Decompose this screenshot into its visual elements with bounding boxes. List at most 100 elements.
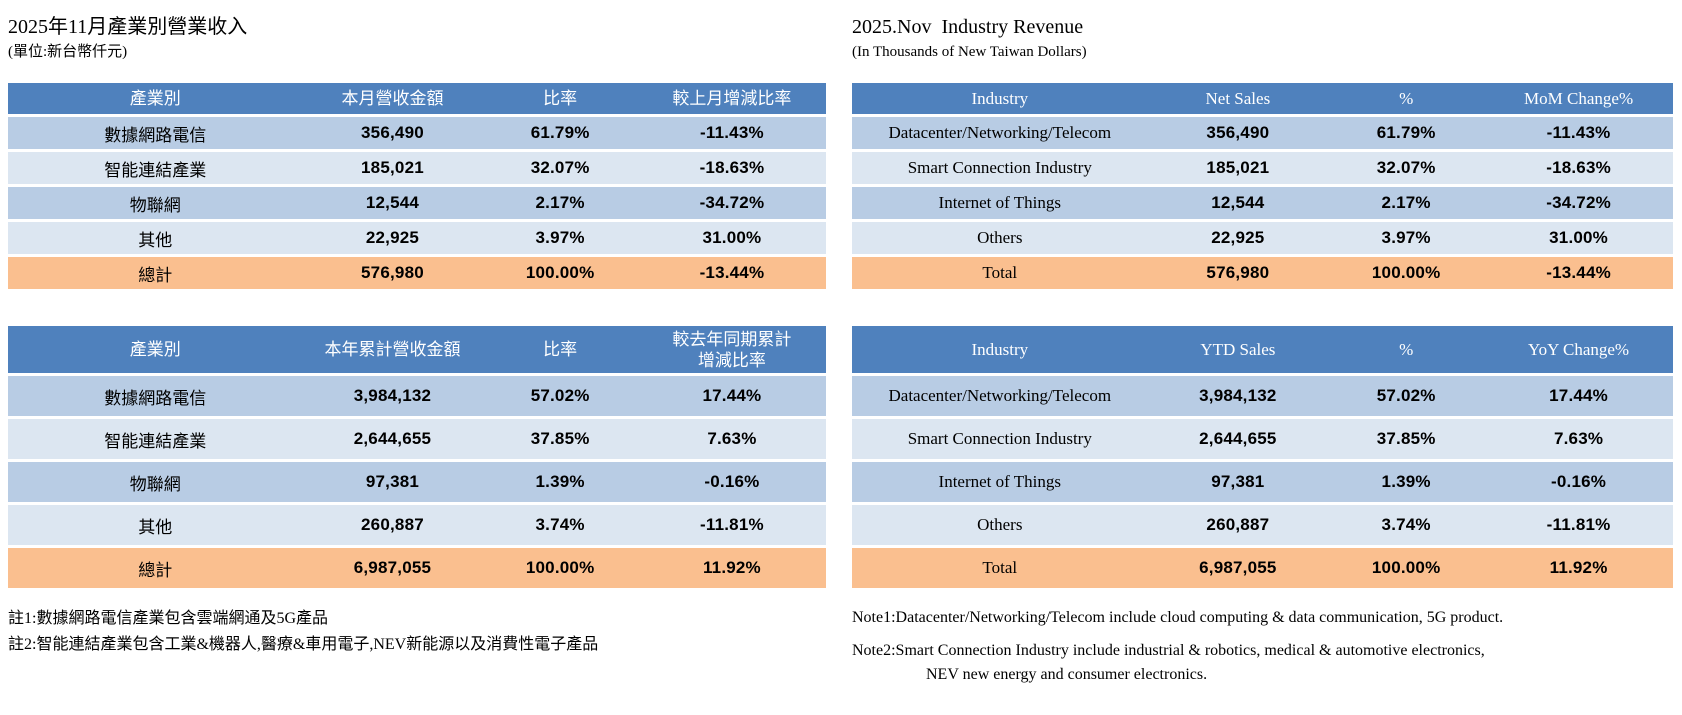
industry-cell: 物聯網	[8, 184, 303, 221]
total-row: Total 6,987,055 100.00% 11.92%	[852, 545, 1673, 588]
change-cell: 17.44%	[637, 373, 826, 418]
industry-cell: 其他	[8, 502, 303, 547]
change-cell: 31.00%	[637, 219, 826, 256]
sales-cell: 12,544	[1147, 184, 1329, 221]
sales-cell: 97,381	[302, 459, 483, 504]
footnotes-en: Note1:Datacenter/Networking/Telecom incl…	[852, 606, 1673, 687]
sales-cell: 2,644,655	[302, 416, 483, 461]
industry-cell: Datacenter/Networking/Telecom	[852, 373, 1148, 418]
monthly-table-zh: 產業別 本月營收金額 比率 較上月增減比率 數據網路電信 356,490 61.…	[8, 83, 826, 289]
total-row: Total 576,980 100.00% -13.44%	[852, 254, 1673, 289]
column-header: YoY Change%	[1484, 326, 1673, 375]
percent-cell: 61.79%	[482, 114, 638, 151]
sales-cell: 185,021	[1147, 149, 1329, 186]
column-header: Net Sales	[1147, 83, 1329, 116]
table-row: 智能連結產業 2,644,655 37.85% 7.63%	[8, 416, 826, 461]
sales-cell: 97,381	[1147, 459, 1329, 504]
english-section: 2025.Nov Industry Revenue (In Thousands …	[852, 12, 1673, 696]
total-label-cell: 總計	[8, 254, 303, 289]
change-cell: -18.63%	[1484, 149, 1673, 186]
page-subtitle-en: (In Thousands of New Taiwan Dollars)	[852, 44, 1087, 60]
table-row: 數據網路電信 356,490 61.79% -11.43%	[8, 114, 826, 151]
page-title-en: 2025.Nov Industry Revenue	[852, 16, 1084, 38]
table-row: Datacenter/Networking/Telecom 356,490 61…	[852, 114, 1673, 151]
sales-cell: 185,021	[302, 149, 483, 186]
column-header: 本年累計營收金額	[302, 326, 483, 375]
column-header: MoM Change%	[1484, 83, 1673, 116]
sales-cell: 356,490	[1147, 114, 1329, 151]
percent-cell: 3.97%	[1328, 219, 1485, 256]
sales-cell: 576,980	[302, 254, 483, 289]
industry-cell: Smart Connection Industry	[852, 416, 1148, 461]
change-cell: 7.63%	[637, 416, 826, 461]
table-row: Others 22,925 3.97% 31.00%	[852, 219, 1673, 256]
column-header: %	[1328, 326, 1485, 375]
percent-cell: 61.79%	[1328, 114, 1485, 151]
industry-cell: Internet of Things	[852, 184, 1148, 221]
table-row: Smart Connection Industry 185,021 32.07%…	[852, 149, 1673, 186]
industry-cell: Internet of Things	[852, 459, 1148, 504]
table-row: Others 260,887 3.74% -11.81%	[852, 502, 1673, 547]
table-row: Internet of Things 12,544 2.17% -34.72%	[852, 184, 1673, 221]
percent-cell: 3.74%	[482, 502, 638, 547]
table-row: 智能連結產業 185,021 32.07% -18.63%	[8, 149, 826, 186]
sales-cell: 576,980	[1147, 254, 1329, 289]
percent-cell: 2.17%	[482, 184, 638, 221]
table-row: 其他 260,887 3.74% -11.81%	[8, 502, 826, 547]
footnotes-zh: 註1:數據網路電信產業包含雲端網通及5G產品 註2:智能連結產業包含工業&機器人…	[8, 606, 826, 658]
change-cell: -18.63%	[637, 149, 826, 186]
change-cell: -34.72%	[1484, 184, 1673, 221]
industry-cell: 智能連結產業	[8, 149, 303, 186]
total-row: 總計 6,987,055 100.00% 11.92%	[8, 545, 826, 588]
percent-cell: 3.74%	[1328, 502, 1485, 547]
column-header: 比率	[482, 326, 638, 375]
column-header: 產業別	[8, 83, 303, 116]
table-row: 物聯網 97,381 1.39% -0.16%	[8, 459, 826, 504]
column-header: 較去年同期累計 增減比率	[637, 326, 826, 375]
total-label-cell: Total	[852, 254, 1148, 289]
chinese-section: 2025年11月產業別營業收入 (單位:新台幣仟元) 產業別 本月營收金額 比率…	[8, 12, 826, 696]
sales-cell: 356,490	[302, 114, 483, 151]
change-cell: -11.81%	[637, 502, 826, 547]
column-header: 本月營收金額	[302, 83, 483, 116]
percent-cell: 100.00%	[1328, 545, 1485, 588]
header-row: 產業別 本年累計營收金額 比率 較去年同期累計 增減比率	[8, 326, 826, 375]
column-header: 較上月增減比率	[637, 83, 826, 116]
change-cell: -13.44%	[1484, 254, 1673, 289]
table-row: Datacenter/Networking/Telecom 3,984,132 …	[852, 373, 1673, 418]
sales-cell: 22,925	[1147, 219, 1329, 256]
ytd-table-zh: 產業別 本年累計營收金額 比率 較去年同期累計 增減比率 數據網路電信 3,98…	[8, 326, 826, 588]
change-cell: -11.43%	[637, 114, 826, 151]
header-row: Industry YTD Sales % YoY Change%	[852, 326, 1673, 375]
industry-cell: Datacenter/Networking/Telecom	[852, 114, 1148, 151]
table-row: 其他 22,925 3.97% 31.00%	[8, 219, 826, 256]
column-header: Industry	[852, 83, 1148, 116]
column-header: 產業別	[8, 326, 303, 375]
report-page: 2025年11月產業別營業收入 (單位:新台幣仟元) 產業別 本月營收金額 比率…	[8, 12, 1673, 696]
industry-cell: 數據網路電信	[8, 373, 303, 418]
monthly-table-en: Industry Net Sales % MoM Change% Datacen…	[852, 83, 1673, 289]
percent-cell: 32.07%	[482, 149, 638, 186]
change-cell: 31.00%	[1484, 219, 1673, 256]
percent-cell: 32.07%	[1328, 149, 1485, 186]
industry-cell: 數據網路電信	[8, 114, 303, 151]
industry-cell: Others	[852, 219, 1148, 256]
page-title-zh: 2025年11月產業別營業收入	[8, 16, 248, 38]
column-header: 比率	[482, 83, 638, 116]
sales-cell: 6,987,055	[302, 545, 483, 588]
change-cell: -0.16%	[637, 459, 826, 504]
sales-cell: 6,987,055	[1147, 545, 1329, 588]
ytd-table-en: Industry YTD Sales % YoY Change% Datacen…	[852, 326, 1673, 588]
percent-cell: 3.97%	[482, 219, 638, 256]
table-row: Internet of Things 97,381 1.39% -0.16%	[852, 459, 1673, 504]
footnote-1-zh: 註1:數據網路電信產業包含雲端網通及5G產品	[8, 610, 329, 627]
change-cell: -11.81%	[1484, 502, 1673, 547]
table-row: 物聯網 12,544 2.17% -34.72%	[8, 184, 826, 221]
change-cell: -0.16%	[1484, 459, 1673, 504]
total-row: 總計 576,980 100.00% -13.44%	[8, 254, 826, 289]
footnote-1-en: Note1:Datacenter/Networking/Telecom incl…	[852, 609, 1504, 626]
change-cell: -34.72%	[637, 184, 826, 221]
table-row: 數據網路電信 3,984,132 57.02% 17.44%	[8, 373, 826, 418]
percent-cell: 1.39%	[1328, 459, 1485, 504]
percent-cell: 100.00%	[482, 254, 638, 289]
